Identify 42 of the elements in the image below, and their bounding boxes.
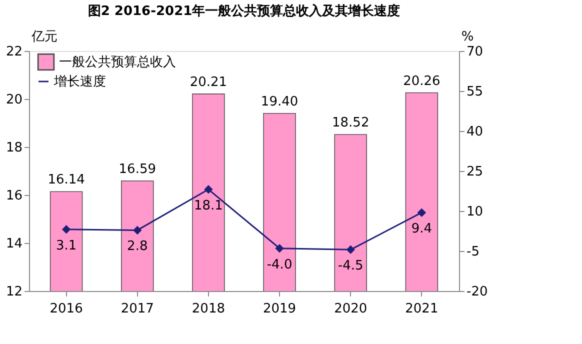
y-tick-label: 20 xyxy=(6,92,22,108)
data-label: 3.1 xyxy=(56,238,77,254)
y2-axis-title: % xyxy=(461,30,474,44)
x-tick-label: 2021 xyxy=(405,302,438,316)
data-label: 9.4 xyxy=(411,222,432,237)
data-label: 16.14 xyxy=(48,172,85,188)
point xyxy=(133,226,142,234)
x-tick-label: 2019 xyxy=(262,302,296,316)
chart-title: 图2 2016-2021年一般公共预算总收入及其增长速度 xyxy=(88,3,400,19)
legend-label: 增长速度 xyxy=(53,74,106,90)
y-tick-label: 12 xyxy=(6,284,22,300)
data-label: 2.8 xyxy=(127,239,148,254)
y2-tick-label: 70 xyxy=(466,44,484,60)
y2-tick-label: 40 xyxy=(466,124,484,140)
y2-tick-label: 25 xyxy=(466,164,484,180)
data-label: -4.0 xyxy=(266,257,292,272)
data-label: 20.21 xyxy=(190,74,228,90)
y-tick-label: 16 xyxy=(6,188,22,204)
point xyxy=(346,246,355,254)
y-tick-label: 22 xyxy=(6,44,22,60)
x-tick-label: 2020 xyxy=(334,302,368,316)
point xyxy=(62,225,70,234)
y2-tick-label: -5 xyxy=(466,244,480,260)
x-tick-label: 2017 xyxy=(120,302,154,316)
legend-label: 一般公共预算总收入 xyxy=(59,55,176,70)
data-label: 18.52 xyxy=(332,116,370,131)
point xyxy=(418,208,426,217)
y-tick-label: 14 xyxy=(6,236,22,252)
y2-tick-label: 10 xyxy=(466,204,484,220)
data-label: -4.5 xyxy=(338,258,364,274)
point xyxy=(204,185,212,194)
data-label: 20.26 xyxy=(403,74,440,89)
y2-tick-label: -20 xyxy=(466,284,488,300)
y-tick-label: 18 xyxy=(6,140,22,156)
x-tick-label: 2018 xyxy=(192,302,226,316)
y2-tick-label: 55 xyxy=(466,84,484,100)
y-axis-title: 亿元 xyxy=(30,30,58,44)
data-label: 18.1 xyxy=(194,198,223,214)
data-label: 19.40 xyxy=(260,94,298,110)
x-tick-label: 2016 xyxy=(50,302,83,316)
point xyxy=(276,244,284,252)
data-label: 16.59 xyxy=(118,162,156,177)
